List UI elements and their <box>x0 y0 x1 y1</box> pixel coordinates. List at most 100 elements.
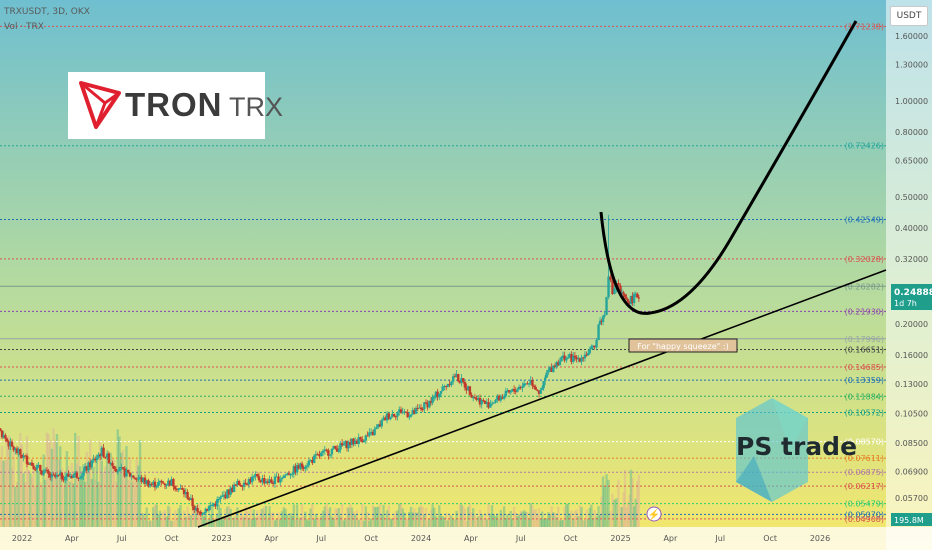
candle-body <box>336 448 339 452</box>
volume-bar <box>345 507 349 527</box>
volume-bar <box>472 508 475 527</box>
time-tick: Oct <box>364 534 378 543</box>
level-label: (0.05479) <box>845 500 884 509</box>
volume-bar <box>368 520 371 527</box>
volume-bar <box>157 514 160 527</box>
candle-body <box>168 480 172 486</box>
volume-bar <box>605 474 608 527</box>
candle-body <box>167 480 170 485</box>
candle-body <box>512 389 516 392</box>
time-tick: Apr <box>264 534 279 543</box>
candle-body <box>0 428 2 431</box>
candle-body <box>80 475 84 478</box>
candle-body <box>275 476 278 478</box>
volume-bar <box>152 507 155 527</box>
candle-body <box>59 472 62 476</box>
volume-bar <box>217 504 221 527</box>
volume-bar <box>209 513 212 527</box>
volume-bar <box>27 470 30 527</box>
candle-body <box>490 403 494 405</box>
price-tick: 1.30000 <box>895 61 928 70</box>
volume-bar <box>578 505 582 527</box>
volume-bar <box>473 514 477 527</box>
candle-body <box>550 367 553 372</box>
candle-body <box>24 455 27 457</box>
volume-bar <box>221 519 224 527</box>
volume-bar <box>111 457 114 527</box>
volume-bar <box>590 504 593 527</box>
candle-body <box>12 446 15 451</box>
candle-body <box>231 487 234 493</box>
tron-logo: TRON TRX <box>68 72 283 139</box>
candle-body <box>408 416 411 418</box>
ps-trade-watermark: PS trade <box>736 432 858 461</box>
volume-bar <box>336 508 339 527</box>
volume-bar <box>509 510 512 527</box>
volume-bar <box>382 504 385 527</box>
candle-body <box>211 505 214 507</box>
volume-bar <box>492 514 496 527</box>
candle-body <box>261 478 264 483</box>
volume-bar <box>555 516 558 527</box>
candle-body <box>457 374 460 382</box>
volume-bar <box>93 479 97 527</box>
candle-body <box>552 365 555 372</box>
candle-body <box>337 449 341 452</box>
volume-bar <box>60 468 64 527</box>
currency-selector[interactable]: USDT <box>890 6 928 26</box>
trendline[interactable] <box>197 269 887 528</box>
candle-body <box>509 391 512 393</box>
candle-body <box>250 476 254 483</box>
candle-body <box>622 292 625 295</box>
volume-bar <box>5 442 9 527</box>
candle-body <box>403 411 406 413</box>
volume-bar <box>123 469 126 527</box>
volume-bar <box>563 506 566 527</box>
volume-bar <box>482 518 485 527</box>
candle-body <box>368 432 371 436</box>
candle-body <box>188 498 191 501</box>
volume-bar <box>150 520 153 527</box>
volume-bar <box>339 516 342 527</box>
event-marker[interactable]: ⚡ <box>646 506 662 522</box>
volume-bar <box>480 514 483 527</box>
volume-bar <box>107 458 111 527</box>
volume-bar <box>137 465 140 527</box>
candle-body <box>506 390 509 392</box>
volume-bar <box>328 507 332 527</box>
candle-body <box>184 492 188 495</box>
candle-body <box>580 357 583 362</box>
candle-body <box>34 469 37 471</box>
volume-bar <box>628 494 631 527</box>
candle-body <box>444 386 448 388</box>
candle-body <box>566 357 570 359</box>
volume-bar <box>327 509 330 527</box>
candle-body <box>268 479 271 483</box>
candle-body <box>128 472 132 477</box>
volume-bar <box>516 516 519 527</box>
volume-bar <box>4 459 7 527</box>
cup-curve[interactable] <box>599 20 858 315</box>
candle-body <box>344 441 347 445</box>
candle-body <box>17 449 20 453</box>
volume-bar <box>446 520 450 527</box>
candle-body <box>133 477 137 479</box>
candle-body <box>373 428 376 435</box>
candle-body <box>571 355 575 362</box>
candle-body <box>620 292 624 294</box>
volume-bar <box>241 514 244 527</box>
candle-body <box>347 441 350 449</box>
volume-bar <box>575 509 578 527</box>
candle-body <box>294 466 297 473</box>
volume-bar <box>236 507 239 527</box>
volume-bar <box>270 512 273 527</box>
volume-bar <box>611 493 614 527</box>
volume-bar <box>364 506 368 527</box>
volume-bar <box>30 477 34 527</box>
annotation-box[interactable]: For "happy squeeze" :) <box>628 338 738 353</box>
volume-bar <box>419 505 423 527</box>
price-axis: 1.60000 1.30000 1.00000 0.80000 0.65000 0.500… <box>895 32 928 503</box>
price-tick: 0.65000 <box>895 157 928 166</box>
candle-body <box>537 390 541 394</box>
